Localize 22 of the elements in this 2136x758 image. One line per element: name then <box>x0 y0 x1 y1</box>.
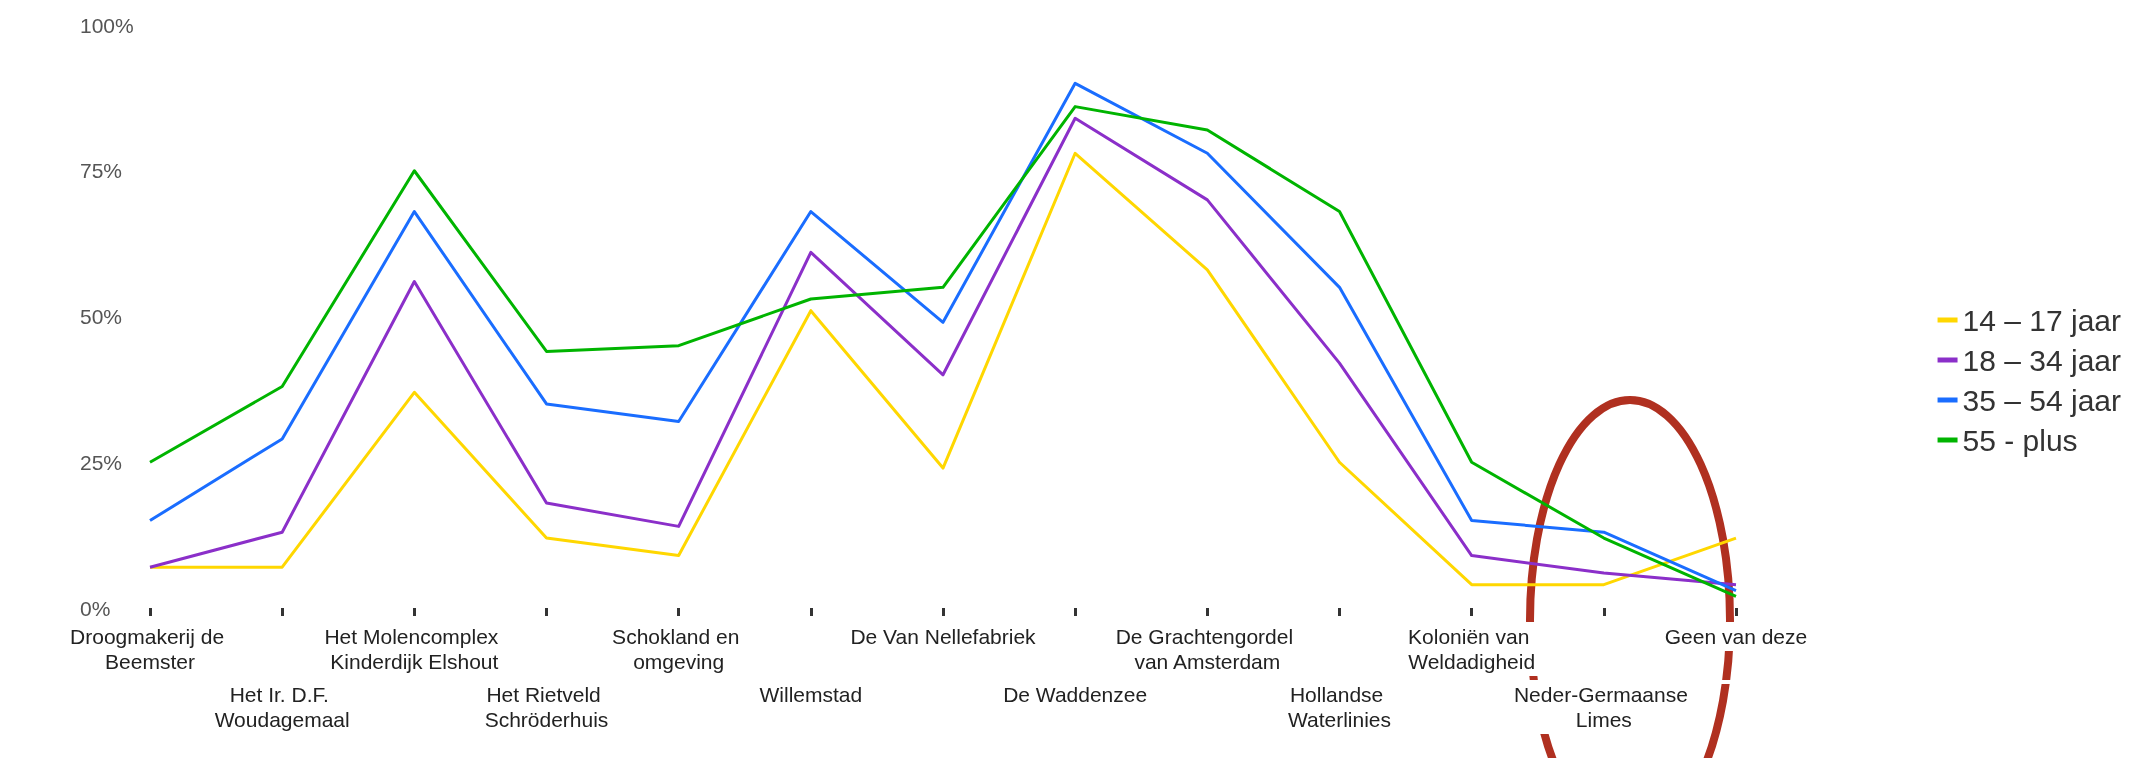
legend-label: 14 – 17 jaar <box>1962 303 2122 337</box>
legend-label: 18 – 34 jaar <box>1962 343 2122 377</box>
x-tick-label: Koloniën van Weldadigheid <box>1408 625 1536 673</box>
y-tick-label: 0% <box>80 596 111 620</box>
y-tick-label: 50% <box>80 305 123 328</box>
x-tick-label: Schokland en omgeving <box>612 625 746 673</box>
x-tick-label: De Grachtengordel van Amsterdam <box>1115 625 1299 673</box>
y-tick-label: 75% <box>80 159 123 183</box>
y-tick-label: 100% <box>80 13 134 37</box>
x-tick-label: Hollandse Waterlinies <box>1287 683 1392 731</box>
x-tick-label: Het Rietveld Schröderhuis <box>484 683 609 731</box>
y-tick-label: 25% <box>80 450 123 474</box>
x-tick-label: Willemstad <box>759 683 863 706</box>
x-tick-label: Droogmakerij de Beemster <box>70 625 230 673</box>
x-tick-label: Geen van deze <box>1664 625 1808 648</box>
legend-label: 35 – 54 jaar <box>1962 383 2122 417</box>
x-tick-label: Neder-Germaanse Limes <box>1513 683 1694 731</box>
x-tick-label: Het Ir. D.F. Woudagemaal <box>214 683 350 731</box>
x-tick-label: Het Molencomplex Kinderdijk Elshout <box>324 625 505 673</box>
legend-label: 55 - plus <box>1962 423 2078 457</box>
x-tick-label: De Waddenzee <box>1003 683 1148 706</box>
x-tick-label: De Van Nellefabriek <box>850 625 1037 648</box>
